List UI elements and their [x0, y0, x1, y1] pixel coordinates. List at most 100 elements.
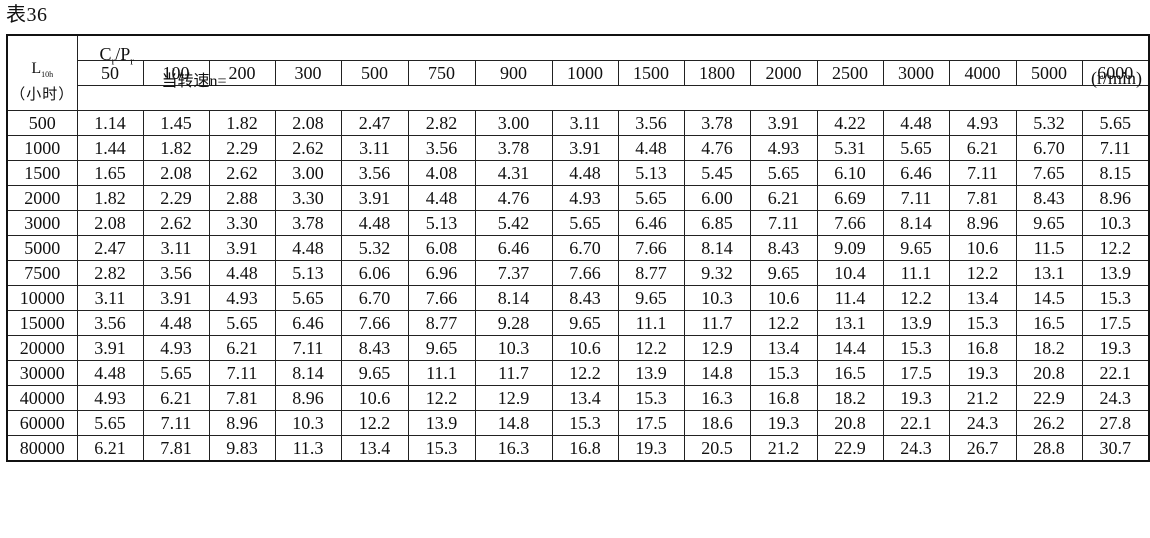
factor-cell: 6.21	[948, 135, 1017, 161]
speed-header: 5000	[1015, 60, 1083, 86]
factor-cell: 12.2	[749, 310, 818, 336]
factor-cell: 14.8	[683, 360, 751, 386]
factor-cell: 3.78	[274, 210, 342, 236]
factor-cell: 16.5	[1015, 310, 1083, 336]
factor-cell: 19.3	[617, 435, 685, 462]
factor-cell: 6.21	[208, 335, 276, 361]
factor-cell: 3.11	[76, 285, 144, 311]
factor-cell: 16.8	[948, 335, 1017, 361]
factor-cell: 2.82	[76, 260, 144, 286]
factor-cell: 2.62	[208, 160, 276, 186]
factor-cell: 5.65	[208, 310, 276, 336]
factor-cell: 8.14	[683, 235, 751, 261]
factor-cell: 9.65	[749, 260, 818, 286]
speed-header: 750	[407, 60, 476, 86]
factor-cell: 5.42	[474, 210, 553, 236]
factor-cell: 13.4	[749, 335, 818, 361]
factor-cell: 4.48	[142, 310, 210, 336]
factor-cell: 10.3	[274, 410, 342, 436]
factor-cell: 5.45	[683, 160, 751, 186]
factor-cell: 7.11	[749, 210, 818, 236]
factor-cell: 2.29	[208, 135, 276, 161]
factor-cell: 24.3	[882, 435, 950, 462]
factor-cell: 7.81	[142, 435, 210, 462]
factor-cell: 4.22	[816, 110, 884, 136]
speed-header: 3000	[882, 60, 950, 86]
life-value: 20000	[6, 335, 78, 361]
factor-cell: 10.6	[948, 235, 1017, 261]
life-value: 10000	[6, 285, 78, 311]
factor-cell: 21.2	[749, 435, 818, 462]
speed-header: 500	[340, 60, 409, 86]
factor-cell: 22.9	[816, 435, 884, 462]
factor-cell: 11.7	[683, 310, 751, 336]
factor-cell: 3.78	[683, 110, 751, 136]
factor-cell: 7.66	[551, 260, 619, 286]
factor-cell: 8.96	[274, 385, 342, 411]
factor-cell: 12.2	[407, 385, 476, 411]
header-spacer	[77, 85, 1150, 111]
factor-cell: 16.3	[683, 385, 751, 411]
factor-cell: 12.2	[551, 360, 619, 386]
ratio-label: Cr/Pr	[99, 44, 134, 68]
tick-mark: ˎ	[171, 56, 176, 71]
factor-cell: 7.65	[1015, 160, 1083, 186]
factor-cell: 20.8	[816, 410, 884, 436]
factor-cell: 13.4	[948, 285, 1017, 311]
factor-cell: 3.78	[474, 135, 553, 161]
factor-cell: 3.91	[340, 185, 409, 211]
speed-header: 200	[208, 60, 276, 86]
factor-cell: 6.21	[142, 385, 210, 411]
factor-cell: 7.11	[142, 410, 210, 436]
factor-cell: 15.3	[882, 335, 950, 361]
factor-cell: 4.48	[340, 210, 409, 236]
factor-cell: 6.21	[76, 435, 144, 462]
factor-cell: 4.48	[407, 185, 476, 211]
speed-header: 300	[274, 60, 342, 86]
factor-cell: 12.9	[683, 335, 751, 361]
factor-cell: 10.6	[340, 385, 409, 411]
factor-cell: 4.48	[551, 160, 619, 186]
factor-cell: 2.88	[208, 185, 276, 211]
factor-cell: 9.65	[882, 235, 950, 261]
factor-cell: 9.65	[407, 335, 476, 361]
factor-cell: 11.3	[274, 435, 342, 462]
factor-cell: 15.3	[1081, 285, 1150, 311]
factor-cell: 21.2	[948, 385, 1017, 411]
speed-header: 100	[142, 60, 210, 86]
factor-cell: 24.3	[948, 410, 1017, 436]
table-row: 1000 1.44 1.82 2.29 2.62 3.11 3.56 3.78 3.91 4.48…	[6, 135, 1150, 161]
factor-cell: 6.46	[274, 310, 342, 336]
factor-cell: 1.44	[76, 135, 144, 161]
speed-header: 6000	[1081, 60, 1150, 86]
life-value: 2000	[6, 185, 78, 211]
factor-cell: 2.47	[76, 235, 144, 261]
factor-cell: 2.62	[274, 135, 342, 161]
factor-cell: 3.00	[274, 160, 342, 186]
factor-cell: 6.00	[683, 185, 751, 211]
factor-cell: 19.3	[882, 385, 950, 411]
factor-cell: 5.13	[274, 260, 342, 286]
factor-cell: 28.8	[1015, 435, 1083, 462]
factor-cell: 7.81	[948, 185, 1017, 211]
factor-cell: 13.9	[882, 310, 950, 336]
factor-cell: 8.43	[1015, 185, 1083, 211]
factor-cell: 6.96	[407, 260, 476, 286]
factor-cell: 5.32	[340, 235, 409, 261]
factor-cell: 9.65	[340, 360, 409, 386]
table-row: 30000 4.48 5.65 7.11 8.14 9.65 11.1 11.7 12.2 13.…	[6, 360, 1150, 386]
factor-cell: 9.28	[474, 310, 553, 336]
table-row: 80000 6.21 7.81 9.83 11.3 13.4 15.3 16.3 16.8 19.…	[6, 435, 1150, 462]
table-row: 500 1.14 1.45 1.82 2.08 2.47 2.82 3.00 3.11 3.56 3…	[6, 110, 1150, 136]
factor-cell: 10.3	[1081, 210, 1150, 236]
factor-cell: 2.82	[407, 110, 476, 136]
factor-cell: 10.6	[749, 285, 818, 311]
factor-cell: 6.06	[340, 260, 409, 286]
factor-cell: 3.00	[474, 110, 553, 136]
speed-header: 1800	[683, 60, 751, 86]
speed-header: 2000	[749, 60, 818, 86]
factor-cell: 3.91	[208, 235, 276, 261]
factor-cell: 7.81	[208, 385, 276, 411]
factor-cell: 9.65	[551, 310, 619, 336]
table-row: 1500 1.65 2.08 2.62 3.00 3.56 4.08 4.31 4.48 5.13…	[6, 160, 1150, 186]
